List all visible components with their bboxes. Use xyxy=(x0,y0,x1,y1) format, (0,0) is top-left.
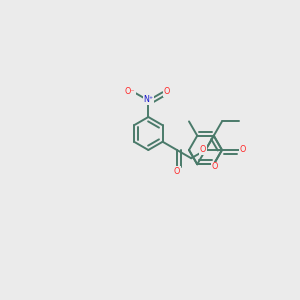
Text: O: O xyxy=(212,162,218,171)
Text: O: O xyxy=(163,87,169,96)
Text: O: O xyxy=(200,145,206,154)
Text: O: O xyxy=(174,167,180,176)
Text: O⁻: O⁻ xyxy=(125,87,136,96)
Text: O: O xyxy=(239,146,246,154)
Text: N⁺: N⁺ xyxy=(143,95,153,104)
